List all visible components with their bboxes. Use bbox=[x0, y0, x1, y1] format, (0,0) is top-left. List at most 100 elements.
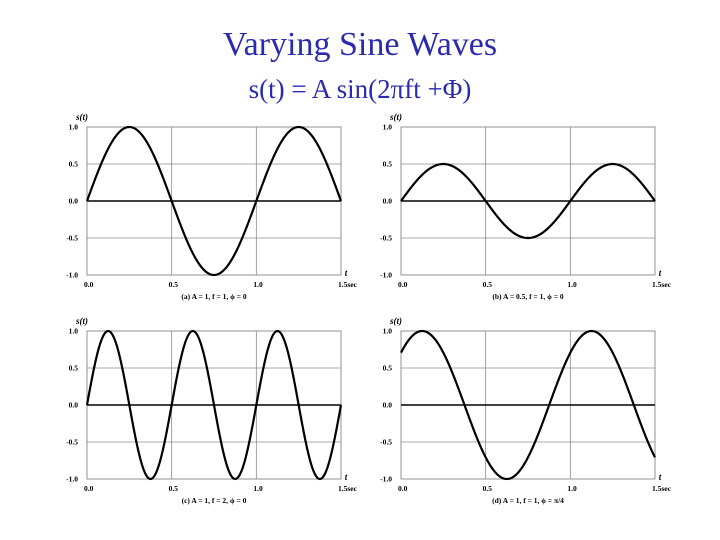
data-point-d-1 bbox=[421, 330, 423, 332]
x-axis-label-a: t bbox=[345, 268, 348, 278]
data-point-d-4 bbox=[484, 456, 486, 458]
slide-title: Varying Sine Waves bbox=[222, 26, 498, 63]
data-point-b-8 bbox=[569, 200, 571, 202]
data-point-c-10 bbox=[297, 404, 299, 406]
sine-curve-d bbox=[400, 329, 656, 481]
data-point-d-6 bbox=[527, 456, 529, 458]
x-tick-label-b-0: 0.0 bbox=[398, 280, 408, 289]
data-point-a-9 bbox=[276, 147, 278, 149]
x-tick-label-c-0: 0.0 bbox=[84, 484, 94, 493]
y-tick-label-a-0: 1.0 bbox=[69, 123, 79, 132]
y-tick-label-a-4: -1.0 bbox=[66, 271, 78, 280]
data-point-d-0 bbox=[400, 351, 402, 353]
data-point-d-3 bbox=[463, 404, 465, 406]
data-point-c-9 bbox=[276, 330, 278, 332]
data-point-d-10 bbox=[611, 351, 613, 353]
y-tick-label-b-0: 1.0 bbox=[383, 123, 393, 132]
x-tick-label-a-3: 1.5sec bbox=[338, 280, 358, 289]
y-axis-label-c: s(t) bbox=[75, 316, 88, 326]
data-point-b-12 bbox=[654, 200, 656, 202]
data-point-a-5 bbox=[192, 252, 194, 254]
data-point-b-7 bbox=[548, 226, 550, 228]
data-point-a-10 bbox=[297, 126, 299, 128]
chart-caption-b: (b) A = 0.5, f = 1, ϕ = 0 bbox=[492, 292, 564, 301]
data-point-b-4 bbox=[484, 200, 486, 202]
data-point-b-1 bbox=[421, 174, 423, 176]
y-tick-label-c-4: -1.0 bbox=[66, 475, 78, 484]
data-point-d-8 bbox=[569, 351, 571, 353]
data-point-a-6 bbox=[213, 274, 215, 276]
data-point-c-5 bbox=[192, 330, 194, 332]
data-point-a-1 bbox=[107, 147, 109, 149]
y-tick-label-a-1: 0.5 bbox=[69, 160, 79, 169]
y-tick-label-d-4: -1.0 bbox=[380, 475, 392, 484]
data-point-c-8 bbox=[255, 404, 257, 406]
y-axis-label-b: s(t) bbox=[389, 112, 402, 122]
data-point-a-12 bbox=[340, 200, 342, 202]
y-tick-label-d-0: 1.0 bbox=[383, 327, 393, 336]
y-tick-label-c-2: 0.0 bbox=[69, 401, 79, 410]
data-point-c-7 bbox=[234, 478, 236, 480]
chart-caption-d: (d) A = 1, f = 1, ϕ = π/4 bbox=[492, 496, 564, 505]
data-point-c-12 bbox=[340, 404, 342, 406]
y-tick-label-c-1: 0.5 bbox=[69, 364, 79, 373]
data-point-b-3 bbox=[463, 174, 465, 176]
x-axis-label-c: t bbox=[345, 472, 348, 482]
y-tick-label-c-0: 1.0 bbox=[69, 327, 79, 336]
x-tick-label-d-3: 1.5sec bbox=[652, 484, 672, 493]
data-point-c-6 bbox=[213, 404, 215, 406]
x-tick-label-c-3: 1.5sec bbox=[338, 484, 358, 493]
y-tick-label-d-2: 0.0 bbox=[383, 401, 393, 410]
sine-curve-c bbox=[85, 329, 343, 481]
data-point-c-0 bbox=[86, 404, 88, 406]
y-tick-label-c-3: -0.5 bbox=[66, 438, 78, 447]
x-tick-label-d-0: 0.0 bbox=[398, 484, 408, 493]
data-point-a-4 bbox=[170, 200, 172, 202]
data-point-a-8 bbox=[255, 200, 257, 202]
chart-caption-a: (a) A = 1, f = 1, ϕ = 0 bbox=[181, 292, 246, 301]
data-point-c-2 bbox=[128, 404, 130, 406]
x-tick-label-c-1: 0.5 bbox=[169, 484, 179, 493]
y-tick-label-a-3: -0.5 bbox=[66, 234, 78, 243]
data-point-d-7 bbox=[548, 404, 550, 406]
data-point-b-6 bbox=[527, 237, 529, 239]
formula-subtitle: s(t) = A sin(2πft +Φ) bbox=[248, 74, 472, 104]
data-point-c-4 bbox=[170, 404, 172, 406]
data-point-d-9 bbox=[590, 330, 592, 332]
x-tick-label-b-2: 1.0 bbox=[567, 280, 577, 289]
data-point-d-5 bbox=[506, 478, 508, 480]
x-tick-label-b-3: 1.5sec bbox=[652, 280, 672, 289]
data-point-d-2 bbox=[442, 351, 444, 353]
x-tick-label-a-1: 0.5 bbox=[169, 280, 179, 289]
sine-curve-a bbox=[85, 125, 343, 277]
sine-curve-b bbox=[400, 162, 656, 240]
x-tick-label-d-2: 1.0 bbox=[567, 484, 577, 493]
x-tick-label-a-2: 1.0 bbox=[253, 280, 263, 289]
y-tick-label-b-2: 0.0 bbox=[383, 197, 393, 206]
data-point-b-10 bbox=[611, 163, 613, 165]
y-axis-label-d: s(t) bbox=[389, 316, 402, 326]
data-point-a-0 bbox=[86, 200, 88, 202]
data-point-a-2 bbox=[128, 126, 130, 128]
chart-caption-c: (c) A = 1, f = 2, ϕ = 0 bbox=[182, 496, 247, 505]
data-point-d-12 bbox=[654, 456, 656, 458]
data-point-b-11 bbox=[633, 174, 635, 176]
y-tick-label-a-2: 0.0 bbox=[69, 197, 79, 206]
y-axis-label-a: s(t) bbox=[75, 112, 88, 122]
data-point-a-11 bbox=[319, 147, 321, 149]
x-tick-label-b-1: 0.5 bbox=[483, 280, 493, 289]
x-axis-label-b: t bbox=[659, 268, 662, 278]
data-point-c-1 bbox=[107, 330, 109, 332]
data-point-d-11 bbox=[633, 404, 635, 406]
x-axis-label-d: t bbox=[659, 472, 662, 482]
y-tick-label-d-3: -0.5 bbox=[380, 438, 392, 447]
data-point-b-9 bbox=[590, 174, 592, 176]
data-point-a-3 bbox=[149, 147, 151, 149]
data-point-c-11 bbox=[319, 478, 321, 480]
data-point-c-3 bbox=[149, 478, 151, 480]
y-tick-label-b-3: -0.5 bbox=[380, 234, 392, 243]
data-point-a-7 bbox=[234, 252, 236, 254]
data-point-b-0 bbox=[400, 200, 402, 202]
data-point-b-2 bbox=[442, 163, 444, 165]
